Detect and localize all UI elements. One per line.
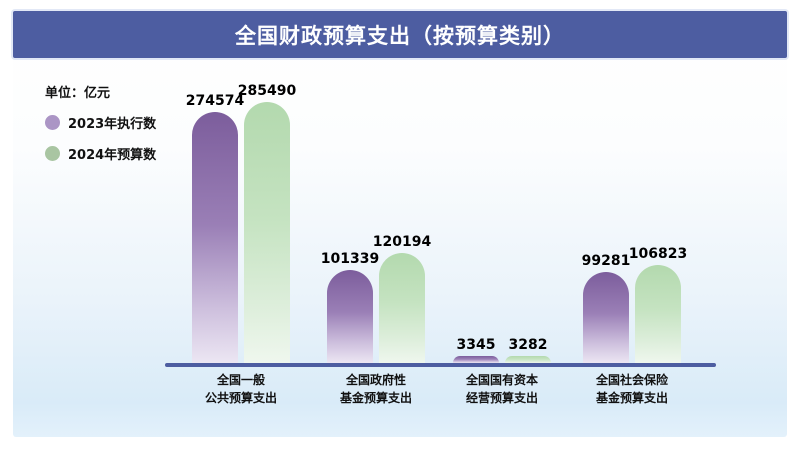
category-label-4: 全国社会保险 基金预算支出 <box>595 373 668 405</box>
bar-value-label: 3345 <box>456 337 496 353</box>
bar-2024-group2 <box>379 253 425 363</box>
chart-title-bar: 全国财政预算支出（按预算类别） <box>13 11 787 58</box>
legend-swatch-2023-icon <box>45 115 60 130</box>
bar-value-label: 120194 <box>372 234 432 250</box>
bar-value-label: 285490 <box>237 83 297 99</box>
bar-value-label: 3282 <box>508 337 548 353</box>
category-label-2: 全国政府性 基金预算支出 <box>339 373 412 405</box>
chart-area: 274574 285490 全国一般 公共预算支出 101339 120194 全国政府性… <box>13 11 787 437</box>
unit-label: 单位：亿元 <box>45 86 111 101</box>
category-label-1: 全国一般 公共预算支出 <box>204 373 277 405</box>
bar-value-label: 99281 <box>581 253 631 269</box>
bar-2024-group1 <box>244 102 290 363</box>
bar-2023-group4 <box>583 272 629 363</box>
chart-panel: 全国财政预算支出（按预算类别） 单位：亿元 2023年执行数 2024年预算数 … <box>13 11 787 437</box>
bar-2024-group3 <box>505 356 551 363</box>
bar-value-label: 106823 <box>628 246 688 262</box>
legend-swatch-2024-icon <box>45 146 60 161</box>
bar-2023-group3 <box>453 356 499 363</box>
bar-2024-group4 <box>635 265 681 363</box>
bar-value-label: 101339 <box>320 251 380 267</box>
legend-item-2024: 2024年预算数 <box>45 144 156 163</box>
legend-label-2024: 2024年预算数 <box>68 148 157 163</box>
bar-2023-group1 <box>192 112 238 363</box>
legend-label-2023: 2023年执行数 <box>68 117 157 132</box>
chart-title: 全国财政预算支出（按预算类别） <box>235 23 565 48</box>
legend: 2023年执行数 2024年预算数 <box>45 113 156 175</box>
bar-2023-group2 <box>327 270 373 363</box>
legend-item-2023: 2023年执行数 <box>45 113 156 132</box>
x-axis-line <box>165 363 716 367</box>
bar-value-label: 274574 <box>185 93 245 109</box>
category-label-3: 全国国有资本 经营预算支出 <box>465 373 538 405</box>
